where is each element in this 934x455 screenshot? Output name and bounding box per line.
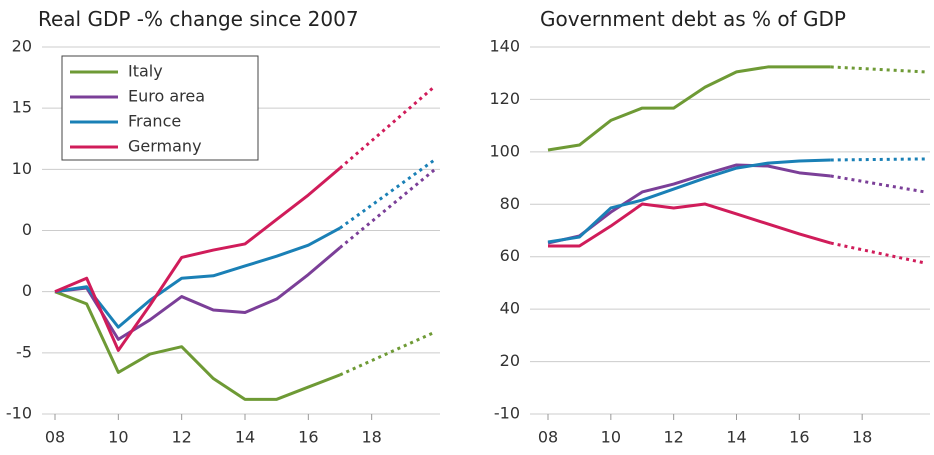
forecast-line xyxy=(339,330,436,377)
y-tick-label: 0 xyxy=(22,281,32,300)
x-tick-label: 10 xyxy=(601,428,621,447)
x-tick-label: 18 xyxy=(852,428,872,447)
legend-label: France xyxy=(128,112,181,131)
y-tick-label: -10 xyxy=(494,404,520,423)
chart-title: Government debt as % of GDP xyxy=(540,7,846,31)
x-tick-label: 14 xyxy=(235,428,255,447)
y-tick-label: 80 xyxy=(500,194,520,213)
legend-label: Italy xyxy=(128,62,163,81)
forecast-line xyxy=(830,241,926,265)
series-line xyxy=(547,158,831,244)
x-tick-label: 16 xyxy=(789,428,809,447)
x-tick-label: 16 xyxy=(298,428,318,447)
series-line xyxy=(54,290,341,401)
x-tick-label: 18 xyxy=(361,428,381,447)
forecast-line xyxy=(339,168,436,249)
y-tick-label: 15 xyxy=(12,98,32,117)
y-tick-label: 10 xyxy=(12,159,32,178)
forecast-line xyxy=(830,65,926,74)
x-tick-label: 08 xyxy=(45,428,65,447)
y-tick-label: 100 xyxy=(489,141,520,160)
y-tick-label: 140 xyxy=(489,37,520,56)
chart-title: Real GDP -% change since 2007 xyxy=(38,7,359,31)
y-tick-label: 120 xyxy=(489,89,520,108)
x-tick-label: 12 xyxy=(171,428,191,447)
series-line xyxy=(547,65,831,152)
series-line xyxy=(54,226,341,329)
y-tick-label: 20 xyxy=(12,37,32,56)
legend-label: Euro area xyxy=(128,87,205,106)
y-tick-label: -10 xyxy=(6,404,32,423)
y-tick-label: 40 xyxy=(500,299,520,318)
forecast-line xyxy=(830,174,926,194)
y-tick-label: 60 xyxy=(500,246,520,265)
legend-label: Germany xyxy=(128,137,202,156)
y-tick-label: -5 xyxy=(16,342,32,361)
series-line xyxy=(548,202,832,248)
y-tick-label: 20 xyxy=(500,351,520,370)
forecast-line xyxy=(339,158,436,230)
forecast-line xyxy=(339,85,436,170)
x-tick-label: 12 xyxy=(663,428,683,447)
forecast-line xyxy=(830,157,926,162)
x-tick-label: 08 xyxy=(538,428,558,447)
y-tick-label: 0 xyxy=(22,220,32,239)
x-tick-label: 14 xyxy=(726,428,746,447)
series-line xyxy=(54,166,341,352)
x-tick-label: 10 xyxy=(108,428,128,447)
